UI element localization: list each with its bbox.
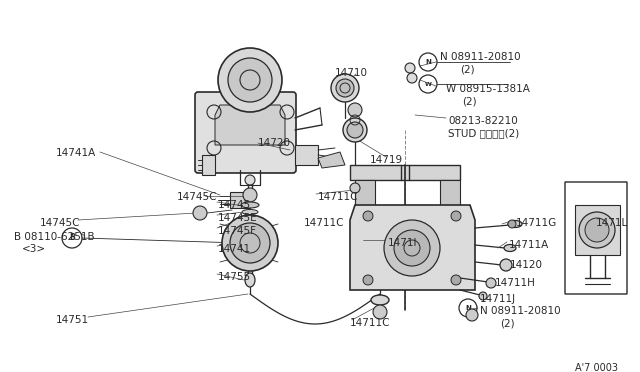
Circle shape xyxy=(331,74,359,102)
Text: 14745C: 14745C xyxy=(40,218,81,228)
Circle shape xyxy=(363,275,373,285)
Text: <3>: <3> xyxy=(22,244,46,254)
FancyBboxPatch shape xyxy=(195,92,296,173)
Text: (2): (2) xyxy=(462,96,477,106)
Text: 14711G: 14711G xyxy=(516,218,557,228)
Ellipse shape xyxy=(241,202,259,208)
Polygon shape xyxy=(355,180,375,210)
Circle shape xyxy=(500,259,512,271)
Polygon shape xyxy=(215,105,285,145)
Text: 14711A: 14711A xyxy=(509,240,549,250)
Text: 1471I: 1471I xyxy=(388,238,417,248)
Circle shape xyxy=(347,122,363,138)
Circle shape xyxy=(336,79,354,97)
Text: 14741A: 14741A xyxy=(56,148,96,158)
Circle shape xyxy=(451,211,461,221)
Circle shape xyxy=(373,305,387,319)
Ellipse shape xyxy=(371,295,389,305)
Text: W 08915-1381A: W 08915-1381A xyxy=(446,84,530,94)
Ellipse shape xyxy=(245,273,255,287)
Ellipse shape xyxy=(242,209,258,215)
Circle shape xyxy=(486,278,496,288)
Text: (2): (2) xyxy=(500,318,515,328)
Text: A'7 0003: A'7 0003 xyxy=(575,363,618,372)
Text: 14711C: 14711C xyxy=(304,218,344,228)
Circle shape xyxy=(466,309,478,321)
Text: 1471L: 1471L xyxy=(596,218,628,228)
Text: N 08911-20810: N 08911-20810 xyxy=(440,52,520,62)
Text: B 08110-6251B: B 08110-6251B xyxy=(14,232,95,242)
Circle shape xyxy=(384,220,440,276)
Polygon shape xyxy=(202,155,215,175)
Circle shape xyxy=(363,211,373,221)
Text: 14745F: 14745F xyxy=(218,226,257,236)
Text: 14710: 14710 xyxy=(335,68,368,78)
Polygon shape xyxy=(318,152,345,168)
Text: 14711C: 14711C xyxy=(318,192,358,202)
Circle shape xyxy=(222,215,278,271)
Polygon shape xyxy=(575,205,620,255)
Circle shape xyxy=(230,223,270,263)
Text: 14711C: 14711C xyxy=(350,318,390,328)
Text: N 08911-20810: N 08911-20810 xyxy=(480,306,561,316)
Text: (2): (2) xyxy=(460,64,475,74)
Circle shape xyxy=(407,73,417,83)
FancyBboxPatch shape xyxy=(565,182,627,294)
Circle shape xyxy=(585,218,609,242)
Circle shape xyxy=(479,292,487,300)
Text: 14741: 14741 xyxy=(218,244,251,254)
Text: 14719: 14719 xyxy=(370,155,403,165)
Text: 14720: 14720 xyxy=(258,138,291,148)
Polygon shape xyxy=(230,192,250,208)
Text: 14745E: 14745E xyxy=(218,213,258,223)
Circle shape xyxy=(243,188,257,202)
Text: 14711H: 14711H xyxy=(495,278,536,288)
Circle shape xyxy=(350,183,360,193)
Circle shape xyxy=(394,230,430,266)
Polygon shape xyxy=(440,180,460,210)
Text: N: N xyxy=(465,305,471,311)
Circle shape xyxy=(193,206,207,220)
Circle shape xyxy=(451,275,461,285)
Text: B: B xyxy=(69,234,75,243)
Circle shape xyxy=(343,118,367,142)
Text: W: W xyxy=(424,81,431,87)
Circle shape xyxy=(348,103,362,117)
Circle shape xyxy=(218,48,282,112)
Ellipse shape xyxy=(243,216,257,220)
Text: 14745C: 14745C xyxy=(177,192,218,202)
Circle shape xyxy=(405,63,415,73)
Ellipse shape xyxy=(508,221,522,228)
Text: 14745: 14745 xyxy=(218,200,251,210)
Text: STUD スタッド(2): STUD スタッド(2) xyxy=(448,128,519,138)
Text: 14755: 14755 xyxy=(218,272,251,282)
Text: 14751: 14751 xyxy=(56,315,89,325)
Polygon shape xyxy=(350,165,460,180)
Text: 14711J: 14711J xyxy=(480,294,516,304)
Circle shape xyxy=(508,220,516,228)
Circle shape xyxy=(579,212,615,248)
Polygon shape xyxy=(350,205,475,290)
Circle shape xyxy=(228,58,272,102)
Text: N: N xyxy=(425,59,431,65)
Text: 14120: 14120 xyxy=(510,260,543,270)
Polygon shape xyxy=(295,145,318,165)
Ellipse shape xyxy=(504,244,516,251)
Text: 08213-82210: 08213-82210 xyxy=(448,116,518,126)
Circle shape xyxy=(245,175,255,185)
